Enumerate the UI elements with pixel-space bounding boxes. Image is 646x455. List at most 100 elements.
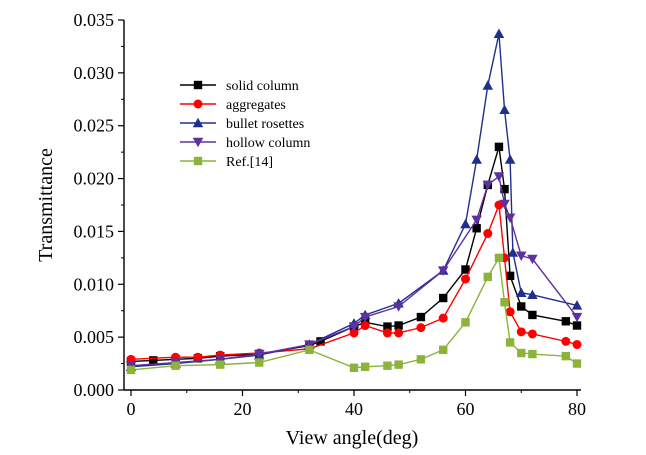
data-point: [493, 28, 505, 38]
data-point: [500, 298, 509, 307]
y-tick-label: 0.035: [74, 10, 115, 30]
data-point: [438, 313, 448, 323]
data-point: [348, 322, 360, 332]
data-point: [561, 351, 571, 361]
data-point: [216, 360, 225, 369]
data-point: [561, 317, 571, 326]
legend-item: hollow column: [180, 136, 310, 151]
y-ticks: 0.000 0.005 0.010 0.015 0.020 0.025 0.030 0.035: [74, 10, 124, 400]
data-point: [493, 172, 505, 182]
data-point: [360, 321, 370, 331]
x-tick-label: 60: [457, 399, 475, 419]
legend-label: hollow column: [226, 136, 310, 151]
data-point: [504, 213, 516, 223]
data-point: [394, 321, 403, 330]
data-point: [437, 266, 449, 276]
data-point: [383, 322, 392, 331]
data-point: [360, 362, 370, 371]
legend-marker: [192, 117, 204, 128]
data-point: [349, 328, 359, 338]
data-point: [505, 271, 515, 281]
data-point: [316, 337, 325, 346]
data-point: [471, 215, 482, 226]
legend-item: aggregates: [180, 98, 286, 113]
data-point: [416, 355, 426, 364]
data-point: [349, 363, 359, 372]
data-point: [572, 359, 582, 368]
data-point: [461, 274, 470, 284]
x-tick-label: 20: [234, 399, 252, 419]
data-point: [499, 199, 510, 210]
legend-label: bullet rosettes: [226, 117, 304, 132]
data-point: [571, 312, 583, 323]
data-point: [471, 154, 482, 164]
data-point: [460, 218, 471, 229]
data-point: [528, 349, 537, 359]
legend-marker: [193, 156, 203, 166]
data-point: [416, 312, 426, 322]
data-point: [255, 358, 264, 367]
data-point: [571, 300, 583, 310]
y-axis-title: Transmittance: [35, 148, 57, 262]
data-point: [214, 355, 226, 365]
data-point: [517, 348, 526, 358]
data-point: [193, 352, 203, 362]
data-point: [439, 345, 448, 355]
data-point: [528, 310, 537, 320]
data-point: [505, 338, 515, 347]
data-point: [439, 293, 448, 303]
legend: solid column aggregates bullet rosettes hol…: [180, 79, 310, 170]
data-point: [494, 253, 504, 263]
legend-item: bullet rosettes: [180, 117, 304, 132]
data-point: [149, 356, 158, 365]
x-axis-title: View angle(deg): [286, 427, 419, 449]
data-point: [394, 360, 403, 369]
y-tick-label: 0.005: [74, 327, 115, 347]
legend-item: Ref.[14]: [180, 155, 273, 170]
legend-label: Ref.[14]: [226, 155, 273, 170]
data-point: [516, 251, 527, 261]
data-point: [504, 154, 516, 164]
data-point: [461, 318, 470, 327]
legend-label: solid column: [226, 79, 299, 94]
series-ref-14: [126, 253, 582, 375]
data-point: [472, 224, 481, 233]
y-tick-label: 0.025: [74, 116, 115, 136]
data-point: [500, 184, 509, 194]
x-tick-label: 80: [568, 399, 586, 419]
y-tick-label: 0.000: [74, 380, 115, 400]
x-tick-label: 40: [345, 399, 363, 419]
legend-marker: [193, 80, 203, 90]
data-point: [394, 328, 404, 338]
x-ticks: 0 20 40 60 80: [127, 390, 586, 419]
legend-marker: [192, 137, 204, 148]
data-point: [416, 323, 426, 333]
data-point: [483, 272, 492, 282]
y-tick-label: 0.010: [74, 274, 115, 294]
data-point: [494, 142, 504, 152]
data-point: [505, 307, 515, 317]
y-tick-label: 0.030: [74, 63, 115, 83]
data-point: [561, 336, 571, 346]
data-point: [482, 180, 494, 191]
data-point: [383, 361, 392, 370]
data-point: [393, 302, 404, 312]
data-point: [527, 329, 537, 339]
data-point: [517, 302, 526, 311]
data-point: [126, 365, 136, 375]
legend-item: solid column: [180, 79, 299, 94]
data-point: [461, 265, 470, 274]
data-point: [516, 327, 526, 337]
x-tick-label: 0: [127, 399, 136, 419]
series-hollow-column: [125, 172, 583, 371]
y-tick-label: 0.015: [74, 221, 115, 241]
data-point: [483, 229, 493, 239]
legend-marker: [193, 99, 203, 109]
legend-label: aggregates: [226, 98, 286, 113]
data-point: [253, 349, 265, 360]
data-point: [572, 340, 582, 350]
data-point: [305, 345, 314, 355]
data-point: [359, 312, 371, 323]
data-point: [171, 361, 180, 370]
data-point: [482, 80, 494, 90]
